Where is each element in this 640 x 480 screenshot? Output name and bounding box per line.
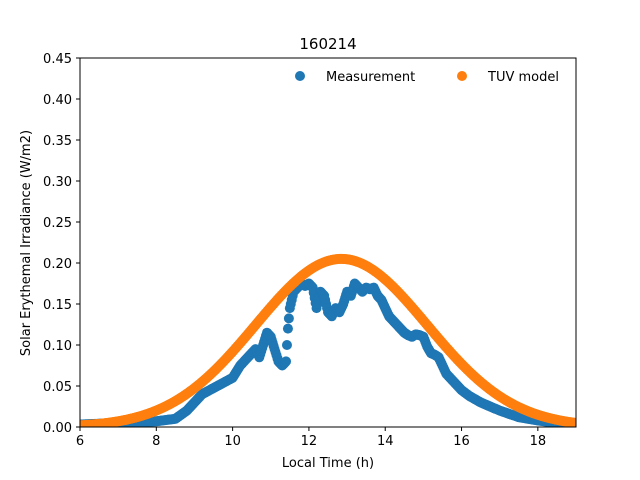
measurement-point bbox=[282, 323, 293, 334]
legend-label-measurement: Measurement bbox=[326, 70, 415, 85]
y-tick-label: 0.15 bbox=[43, 298, 72, 313]
y-axis-label: Solar Erythemal Irradiance (W/m2) bbox=[19, 130, 34, 356]
y-tick-label: 0.05 bbox=[43, 380, 72, 395]
measurement-point bbox=[281, 356, 292, 367]
x-tick-label: 12 bbox=[301, 434, 318, 449]
plot-area bbox=[80, 253, 576, 427]
measurement-point bbox=[283, 313, 294, 324]
legend: Measurement TUV model bbox=[295, 70, 559, 85]
x-tick-label: 18 bbox=[530, 434, 547, 449]
measurement-point bbox=[281, 340, 292, 350]
y-tick-label: 0.10 bbox=[43, 339, 72, 354]
x-tick-label: 10 bbox=[224, 434, 241, 449]
x-tick-label: 16 bbox=[453, 434, 470, 449]
legend-marker-measurement bbox=[295, 71, 305, 81]
chart-title: 160214 bbox=[299, 35, 356, 53]
x-axis: 6 8 10 12 14 16 18 bbox=[76, 427, 546, 449]
y-tick-label: 0.25 bbox=[43, 216, 72, 231]
x-axis-label: Local Time (h) bbox=[282, 456, 374, 471]
y-axis: 0.00 0.05 0.10 0.15 0.20 0.25 0.30 0.35 0.40 0.45 bbox=[43, 52, 80, 436]
x-tick-label: 6 bbox=[76, 434, 84, 449]
y-tick-label: 0.20 bbox=[43, 257, 72, 272]
tuv-model-point bbox=[570, 417, 576, 427]
x-tick-label: 14 bbox=[377, 434, 394, 449]
y-tick-label: 0.35 bbox=[43, 134, 72, 149]
y-tick-label: 0.40 bbox=[43, 93, 72, 108]
y-tick-label: 0.45 bbox=[43, 52, 72, 67]
x-tick-label: 8 bbox=[152, 434, 160, 449]
y-tick-label: 0.30 bbox=[43, 175, 72, 190]
legend-marker-tuv-model bbox=[457, 71, 467, 81]
legend-label-tuv-model: TUV model bbox=[487, 70, 559, 85]
y-tick-label: 0.00 bbox=[43, 421, 72, 436]
plot-frame bbox=[79, 57, 577, 428]
